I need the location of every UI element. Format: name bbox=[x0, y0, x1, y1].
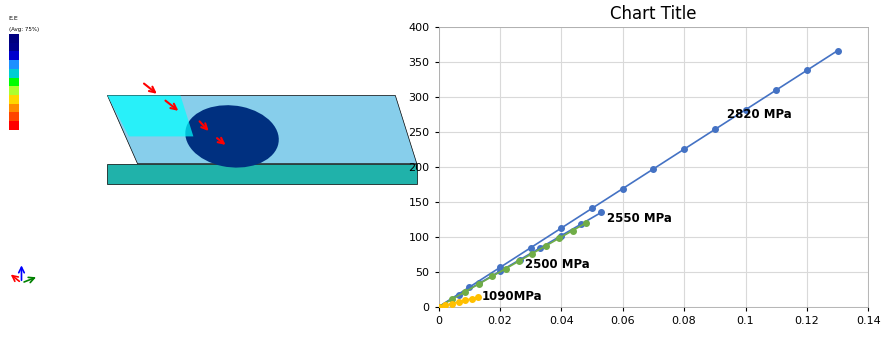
Bar bbox=[9, 69, 19, 77]
Bar bbox=[9, 112, 19, 121]
Bar bbox=[9, 95, 19, 104]
Bar bbox=[9, 121, 19, 130]
Text: (Avg: 75%): (Avg: 75%) bbox=[9, 27, 39, 32]
Bar bbox=[9, 86, 19, 95]
Ellipse shape bbox=[185, 105, 279, 167]
Bar bbox=[9, 77, 19, 86]
Bar bbox=[9, 104, 19, 112]
Text: E.E: E.E bbox=[9, 16, 19, 21]
Bar bbox=[9, 60, 19, 69]
Text: 1090MPa: 1090MPa bbox=[482, 290, 542, 303]
Text: 2550 MPa: 2550 MPa bbox=[608, 212, 672, 225]
Polygon shape bbox=[107, 95, 193, 136]
Title: Chart Title: Chart Title bbox=[610, 5, 696, 23]
Bar bbox=[9, 43, 19, 51]
Polygon shape bbox=[107, 95, 416, 164]
Bar bbox=[9, 34, 19, 43]
Text: 2500 MPa: 2500 MPa bbox=[525, 258, 589, 271]
Text: 2820 MPa: 2820 MPa bbox=[727, 108, 792, 121]
Bar bbox=[9, 51, 19, 60]
Polygon shape bbox=[107, 164, 416, 184]
